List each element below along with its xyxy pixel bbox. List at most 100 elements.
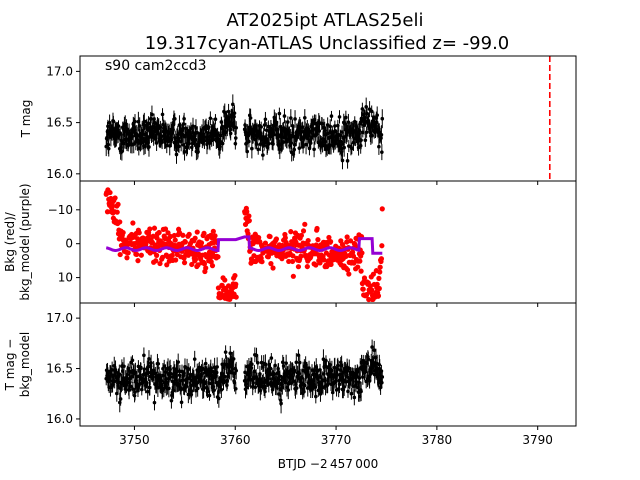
background-point — [313, 262, 319, 268]
background-point — [107, 189, 113, 196]
lightcurve-point — [271, 142, 275, 146]
lightcurve-point — [364, 130, 369, 135]
lightcurve-point — [110, 368, 114, 372]
lightcurve-point — [130, 374, 134, 379]
panel-lightcurve: 16.0 16.5 17.0 T mag — [19, 55, 577, 185]
background-point — [162, 226, 169, 232]
lightcurve-point — [336, 363, 341, 368]
background-point — [198, 240, 205, 246]
background-point — [125, 250, 131, 256]
lightcurve-point — [361, 375, 365, 379]
background-point — [369, 287, 375, 293]
background-point — [157, 260, 163, 267]
lightcurve-point — [302, 383, 307, 388]
lightcurve-point — [264, 128, 269, 133]
lightcurve-point — [233, 386, 238, 391]
lightcurve-point — [379, 132, 384, 137]
lightcurve-point — [182, 116, 186, 121]
lightcurve-point — [349, 146, 354, 151]
background-point — [120, 229, 126, 236]
background-point — [315, 237, 321, 243]
lightcurve-point — [370, 345, 374, 349]
background-point — [288, 229, 294, 235]
lightcurve-point — [148, 385, 152, 390]
background-point — [321, 257, 327, 263]
lightcurve-point — [202, 139, 207, 143]
background-point — [222, 277, 228, 283]
background-point — [374, 281, 380, 287]
sector-camera-annotation: s90 cam2ccd3 — [105, 58, 207, 74]
lightcurve-point — [312, 147, 316, 152]
lightcurve-point — [161, 373, 166, 378]
lightcurve-point — [154, 141, 159, 145]
y-axis-label: bkg_model (purple) — [18, 183, 32, 300]
lightcurve-point — [234, 125, 238, 130]
lightcurve-point — [359, 389, 363, 394]
background-point — [246, 218, 252, 224]
background-point — [359, 250, 365, 256]
lightcurve-point — [233, 136, 238, 140]
lightcurve-point — [206, 125, 211, 129]
background-point — [194, 229, 200, 235]
lightcurve-point — [231, 102, 235, 107]
lightcurve-point — [294, 360, 299, 365]
y-tick-label: 0 — [65, 237, 73, 251]
lightcurve-point — [177, 144, 181, 149]
lightcurve-point — [243, 370, 247, 375]
lightcurve-point — [131, 387, 135, 391]
lightcurve-point — [127, 388, 131, 392]
lightcurve-point — [359, 138, 363, 142]
lightcurve-point — [297, 146, 302, 150]
lightcurve-point — [318, 368, 322, 372]
lightcurve-point — [263, 389, 267, 394]
lightcurve-point — [203, 380, 207, 384]
lightcurve-point — [380, 150, 384, 154]
background-point — [361, 275, 368, 281]
background-point — [347, 238, 354, 244]
background-point — [138, 252, 144, 258]
lightcurve-point — [176, 360, 180, 364]
y-axis-label: T mag − — [3, 339, 17, 392]
lightcurve-point — [147, 357, 151, 361]
y-tick-label: 16.5 — [46, 362, 73, 376]
lightcurve-point — [297, 360, 302, 365]
lightcurve-point — [137, 124, 142, 128]
lightcurve-point — [169, 371, 173, 376]
background-point — [154, 235, 160, 241]
lightcurve-point — [189, 389, 194, 393]
background-point — [147, 226, 153, 232]
lightcurve-point — [300, 125, 305, 129]
lightcurve-point — [133, 119, 137, 124]
lightcurve-point — [175, 369, 180, 374]
background-point — [344, 234, 350, 240]
bottom-data — [104, 339, 385, 414]
background-point — [328, 238, 334, 245]
background-point — [215, 254, 221, 260]
background-point — [182, 239, 188, 245]
lightcurve-point — [281, 364, 286, 368]
background-point — [300, 228, 307, 234]
lightcurve-point — [106, 146, 111, 151]
y-tick-label: 10 — [58, 271, 73, 285]
lightcurve-point — [254, 353, 259, 358]
lightcurve-point — [146, 370, 151, 375]
background-point — [379, 206, 385, 212]
background-point — [109, 203, 116, 209]
background-point — [344, 267, 351, 273]
background-point — [259, 259, 265, 265]
lightcurve-point — [375, 113, 379, 117]
background-point — [195, 262, 201, 268]
lightcurve-point — [160, 140, 164, 144]
background-point — [379, 243, 385, 249]
lightcurve-point — [325, 382, 330, 387]
background-point — [117, 219, 123, 225]
x-tick-label: 3760 — [220, 433, 251, 447]
lightcurve-point — [120, 149, 124, 154]
panel-background: 10 0 −10 Bkg (red)/bkg_model (purple) — [3, 180, 577, 307]
lightcurve-point — [208, 116, 213, 121]
background-point — [346, 271, 352, 277]
lightcurve-point — [307, 366, 311, 370]
lightcurve-point — [117, 372, 122, 376]
background-point — [376, 275, 382, 281]
